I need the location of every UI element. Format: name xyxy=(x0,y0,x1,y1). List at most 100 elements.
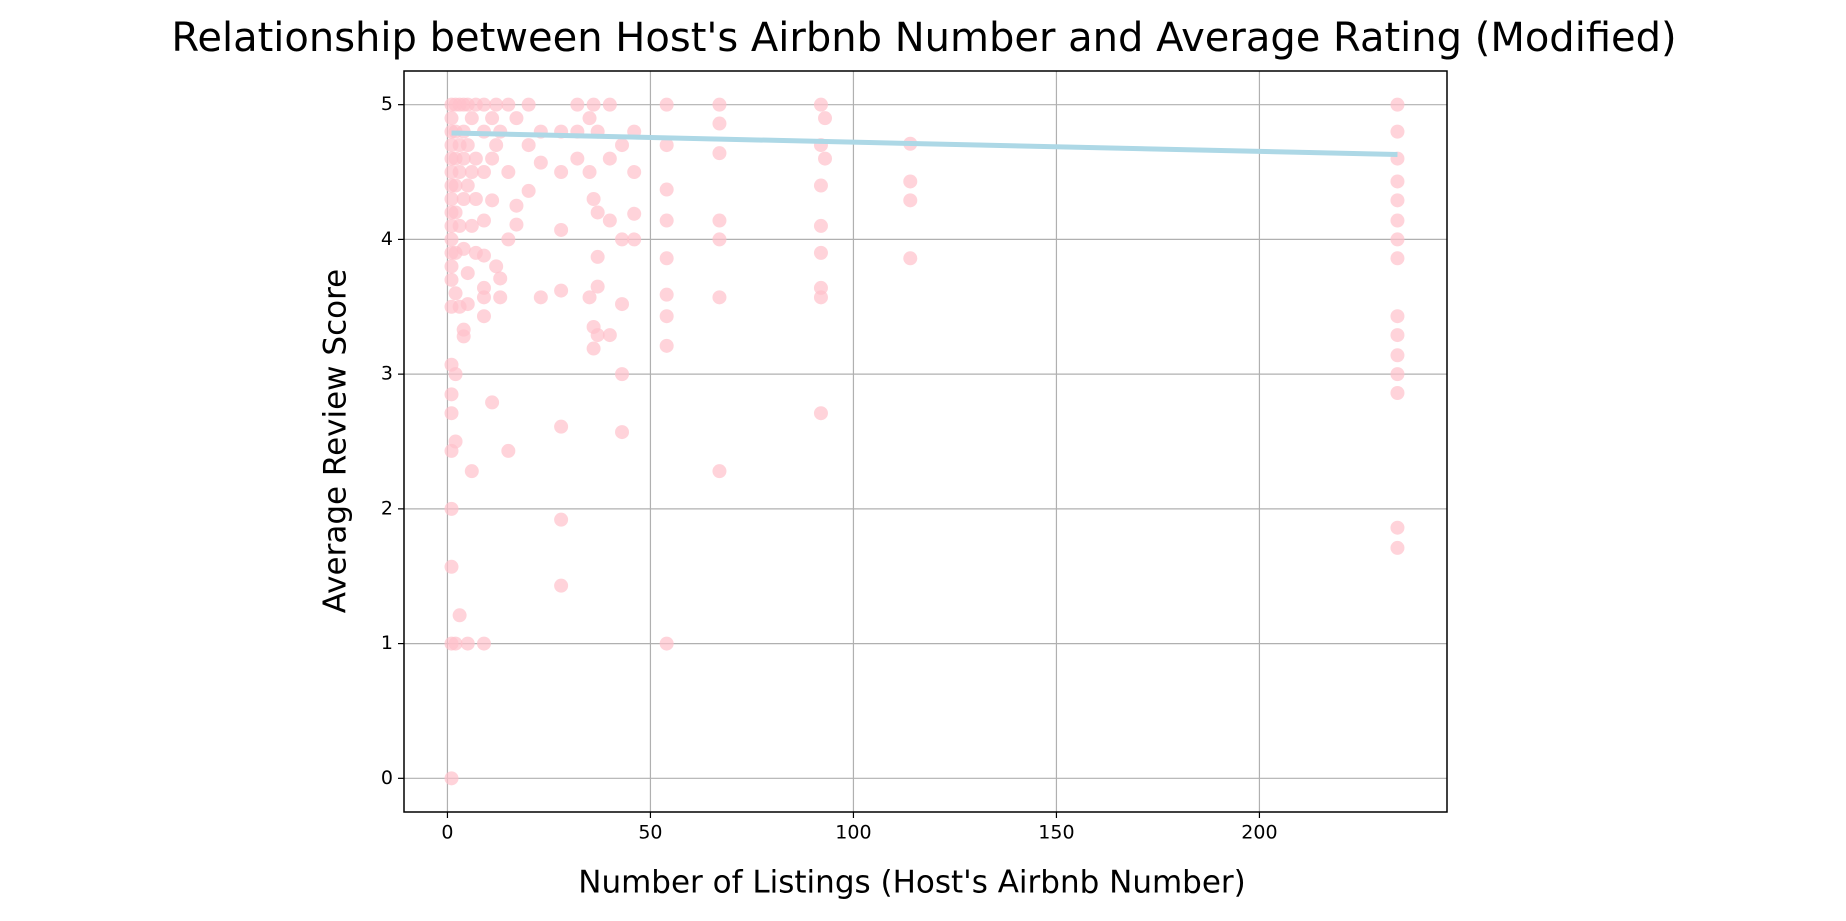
point xyxy=(464,165,479,180)
point xyxy=(1390,251,1405,266)
point xyxy=(485,151,500,166)
point xyxy=(615,297,630,312)
point xyxy=(602,328,617,343)
point xyxy=(460,266,475,281)
point xyxy=(444,387,459,402)
point xyxy=(1390,328,1405,343)
point xyxy=(448,367,463,382)
point xyxy=(602,97,617,112)
point xyxy=(659,636,674,651)
point xyxy=(476,165,491,180)
point xyxy=(444,771,459,786)
point xyxy=(1390,367,1405,382)
point xyxy=(460,178,475,193)
point xyxy=(659,97,674,112)
point xyxy=(489,138,504,153)
point xyxy=(464,464,479,479)
point xyxy=(813,245,828,260)
point xyxy=(627,165,642,180)
point xyxy=(659,287,674,302)
point xyxy=(554,512,569,527)
point xyxy=(448,205,463,220)
plot-frame xyxy=(403,70,1448,813)
point xyxy=(501,443,516,458)
point xyxy=(813,218,828,233)
point xyxy=(554,165,569,180)
point xyxy=(476,290,491,305)
point xyxy=(521,97,536,112)
point xyxy=(659,338,674,353)
point xyxy=(476,97,491,112)
point xyxy=(659,182,674,197)
point xyxy=(590,328,605,343)
point xyxy=(468,151,483,166)
point xyxy=(586,97,601,112)
point xyxy=(582,290,597,305)
x-tick-label: 0 xyxy=(441,822,453,844)
x-tick-label: 100 xyxy=(835,822,871,844)
point xyxy=(485,193,500,208)
point xyxy=(509,217,524,232)
point xyxy=(590,249,605,264)
point xyxy=(448,434,463,449)
y-tick-label: 0 xyxy=(381,767,393,789)
point xyxy=(448,636,463,651)
point xyxy=(554,419,569,434)
point xyxy=(659,309,674,324)
point xyxy=(509,198,524,213)
x-tick-label: 200 xyxy=(1241,822,1277,844)
point xyxy=(659,251,674,266)
point xyxy=(586,191,601,206)
point xyxy=(468,191,483,206)
point xyxy=(485,395,500,410)
point xyxy=(456,241,471,256)
point xyxy=(533,290,548,305)
point xyxy=(554,283,569,298)
point xyxy=(509,111,524,126)
point xyxy=(1390,520,1405,535)
point xyxy=(590,279,605,294)
point xyxy=(627,206,642,221)
point xyxy=(602,151,617,166)
point xyxy=(1390,174,1405,189)
point xyxy=(448,178,463,193)
point xyxy=(903,251,918,266)
point xyxy=(533,155,548,170)
point xyxy=(818,151,833,166)
point xyxy=(903,174,918,189)
point xyxy=(712,116,727,131)
point xyxy=(1390,385,1405,400)
point xyxy=(456,151,471,166)
point xyxy=(1390,232,1405,247)
point xyxy=(1390,97,1405,112)
point xyxy=(627,232,642,247)
point xyxy=(444,272,459,287)
point xyxy=(476,636,491,651)
point xyxy=(582,165,597,180)
y-tick-label: 5 xyxy=(381,93,393,115)
point xyxy=(813,406,828,421)
point xyxy=(476,213,491,228)
point xyxy=(485,111,500,126)
point xyxy=(554,222,569,237)
point xyxy=(476,248,491,263)
point xyxy=(554,578,569,593)
point xyxy=(444,559,459,574)
point xyxy=(460,297,475,312)
point xyxy=(615,367,630,382)
marks xyxy=(444,97,1405,786)
point xyxy=(813,178,828,193)
point xyxy=(464,111,479,126)
point xyxy=(659,138,674,153)
point xyxy=(452,608,467,623)
point xyxy=(444,406,459,421)
point xyxy=(501,232,516,247)
point xyxy=(615,425,630,440)
point xyxy=(712,232,727,247)
point xyxy=(489,259,504,274)
point xyxy=(570,151,585,166)
trend-line xyxy=(451,130,1398,158)
point xyxy=(452,165,467,180)
point xyxy=(489,97,504,112)
